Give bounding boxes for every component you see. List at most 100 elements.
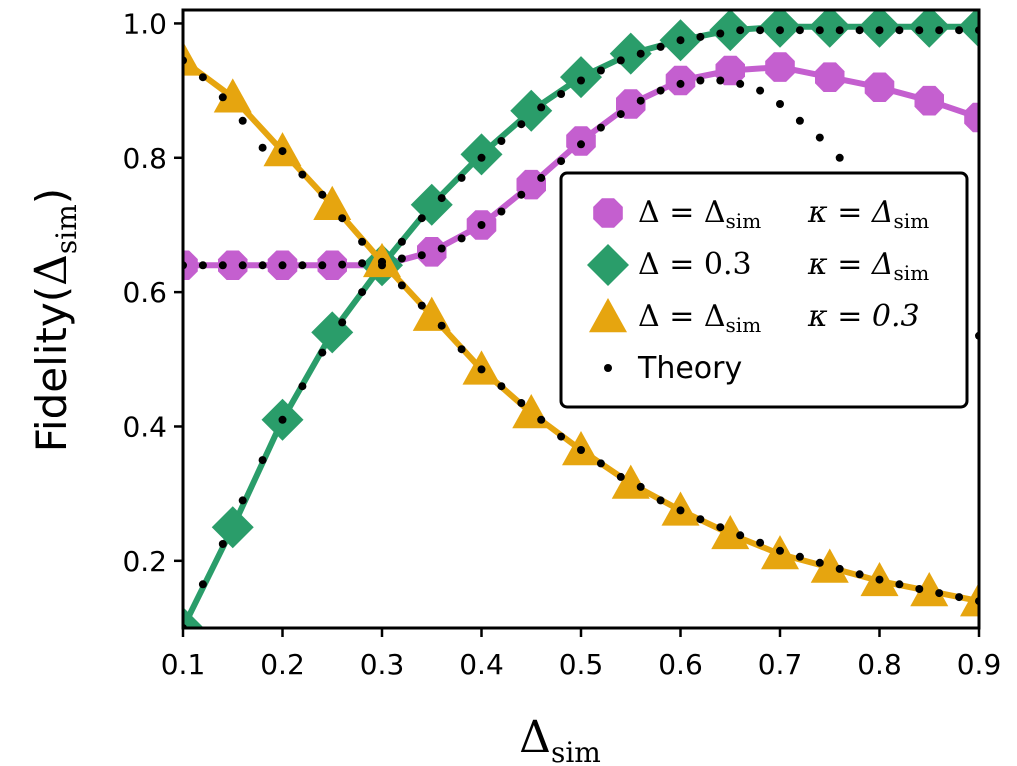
theory-point <box>915 585 924 593</box>
theory-point <box>616 472 625 481</box>
series-2-point <box>183 607 204 628</box>
theory-point <box>915 26 924 35</box>
theory-point <box>218 93 227 102</box>
legend-entry-2-right: κ = Δsim <box>807 247 929 285</box>
theory-point <box>497 207 506 216</box>
series-3-point <box>810 548 849 583</box>
theory-point <box>397 281 406 290</box>
theory-point <box>895 580 904 589</box>
y-axis-title-suffix: ) <box>27 188 76 204</box>
theory-point <box>258 261 267 270</box>
legend-markers <box>587 198 629 372</box>
theory-point <box>636 49 645 58</box>
theory-point <box>417 251 426 260</box>
series-3-point <box>183 41 202 76</box>
series-1-point <box>417 237 447 267</box>
y-axis-title-prefix: Fidelity( <box>27 286 76 452</box>
theory-point <box>835 564 844 573</box>
theory-point <box>417 301 426 310</box>
theory-point <box>358 288 367 297</box>
theory-point <box>676 79 685 88</box>
theory-point <box>756 26 765 35</box>
x-tick-label: 0.5 <box>559 648 604 681</box>
theory-point <box>338 318 347 327</box>
theory-point <box>218 540 227 548</box>
theory-point <box>537 173 546 182</box>
y-tick-label: 0.6 <box>122 276 167 309</box>
theory-point <box>517 399 526 407</box>
legend-marker-2 <box>587 244 629 286</box>
legend-entry-3-right: κ = 0.3 <box>807 299 920 334</box>
series-2-point <box>958 10 979 48</box>
theory-point <box>477 153 486 162</box>
theory-point <box>616 110 625 119</box>
series-3-point <box>711 514 750 550</box>
theory-point <box>616 56 625 65</box>
theory-point <box>895 26 904 35</box>
legend: Δ = Δsim κ = Δsim Δ = 0.3 κ = Δsim Δ = Δ… <box>559 171 969 409</box>
series-3-point <box>910 572 949 607</box>
theory-point <box>795 552 804 561</box>
y-tick-label: 0.2 <box>122 545 167 578</box>
theory-point <box>537 415 546 424</box>
theory-point <box>776 546 784 555</box>
legend-marker-3 <box>589 298 627 333</box>
theory-point <box>557 90 566 98</box>
x-axis-title-symbol: Δ <box>519 712 551 763</box>
x-axis-title: Δsim <box>519 712 601 766</box>
theory-point <box>198 73 207 82</box>
theory-point <box>517 120 526 129</box>
series-2-point <box>908 10 951 48</box>
theory-point <box>298 382 307 391</box>
theory-point <box>736 26 745 35</box>
series-2-point <box>211 506 254 549</box>
theory-point <box>298 261 307 270</box>
legend-entry-3-left: Δ = Δsim <box>638 299 761 337</box>
x-tick-label: 0.9 <box>957 648 1002 681</box>
theory-point <box>656 86 665 95</box>
series-2-point <box>808 10 851 48</box>
y-axis-title: Fidelity(Δsim) <box>26 188 83 452</box>
series-1-point <box>914 85 944 116</box>
theory-point <box>477 365 486 374</box>
theory-point <box>397 237 406 246</box>
theory-point <box>238 261 247 270</box>
theory-point <box>935 26 944 35</box>
theory-point <box>696 32 705 41</box>
theory-point <box>358 259 367 268</box>
theory-point <box>875 575 884 584</box>
theory-point <box>258 456 267 465</box>
y-tick-label: 1.0 <box>122 7 167 40</box>
theory-point <box>437 321 446 330</box>
theory-point <box>696 76 705 85</box>
theory-point <box>258 143 267 152</box>
theory-point <box>656 496 665 505</box>
theory-point <box>338 260 347 269</box>
theory-point <box>557 157 566 166</box>
theory-point <box>776 26 784 35</box>
theory-point <box>596 123 605 132</box>
theory-point <box>656 42 665 51</box>
x-tick-label: 0.7 <box>758 648 803 681</box>
series-3-point <box>213 78 252 113</box>
theory-point <box>676 36 685 45</box>
theory-point <box>417 214 426 223</box>
series-1-point <box>964 102 979 133</box>
theory-point <box>497 382 506 391</box>
y-axis-title-symbol: Δ <box>26 254 77 286</box>
theory-point <box>457 345 466 354</box>
theory-point <box>736 79 745 88</box>
theory-point <box>358 237 367 246</box>
theory-point <box>537 103 546 112</box>
theory-point <box>636 482 645 491</box>
theory-point <box>437 194 446 203</box>
theory-point <box>776 100 784 108</box>
series-3-point <box>960 582 979 617</box>
legend-entry-2-left: Δ = 0.3 <box>638 247 752 282</box>
theory-point <box>577 140 585 149</box>
theory-point <box>596 66 605 75</box>
theory-point <box>835 26 844 35</box>
legend-entry-1-left: Δ = Δsim <box>638 195 761 233</box>
theory-point <box>855 570 864 579</box>
theory-point <box>577 76 585 85</box>
